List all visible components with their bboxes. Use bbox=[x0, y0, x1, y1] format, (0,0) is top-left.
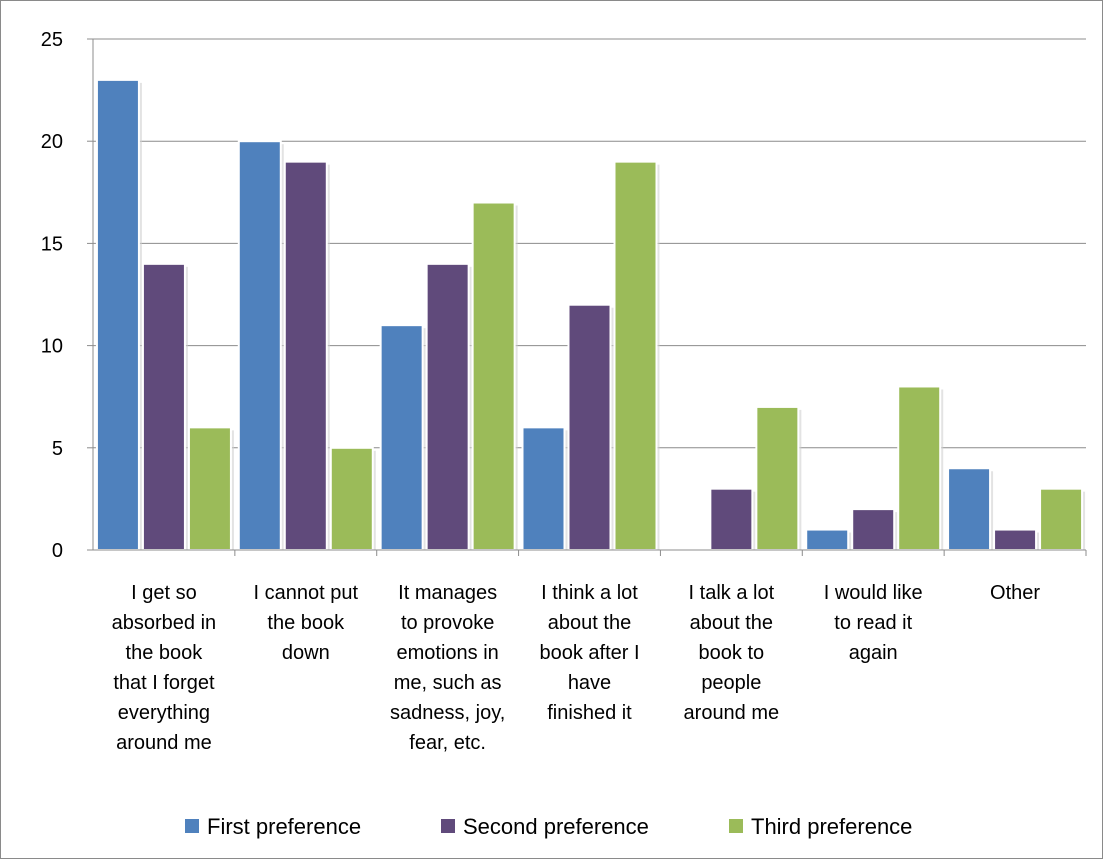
bar bbox=[567, 303, 612, 551]
category-label: I cannot put the book down bbox=[254, 582, 359, 664]
category-label: I get so absorbed in the book that I forget… bbox=[112, 582, 217, 754]
category-label-line: I would like bbox=[824, 582, 923, 604]
y-tick-label: 10 bbox=[41, 336, 63, 358]
bar bbox=[425, 262, 470, 551]
category-label-line: book after I bbox=[539, 642, 639, 664]
category-label-line: about the bbox=[690, 612, 773, 634]
bar bbox=[1039, 487, 1084, 551]
bar bbox=[897, 385, 942, 552]
legend-label: First preference bbox=[207, 814, 361, 839]
category-label-line: sadness, joy, bbox=[390, 702, 505, 724]
y-tick-label: 20 bbox=[41, 131, 63, 153]
category-label-line: again bbox=[849, 642, 898, 664]
legend-swatch bbox=[729, 819, 743, 833]
category-labels: I get so absorbed in the book that I forget… bbox=[112, 582, 1041, 754]
category-label-line: absorbed in bbox=[112, 612, 217, 634]
bar bbox=[95, 78, 140, 551]
bar bbox=[329, 446, 374, 551]
y-tick-label: 0 bbox=[52, 540, 63, 562]
bars bbox=[95, 78, 1086, 552]
bar bbox=[805, 528, 850, 551]
bar bbox=[613, 160, 658, 551]
category-label: I would like to read it again bbox=[824, 582, 923, 664]
legend: First preference Second preference Third p… bbox=[185, 814, 912, 839]
category-label-line: that I forget bbox=[113, 672, 215, 694]
bar bbox=[187, 426, 232, 551]
bar bbox=[141, 262, 186, 551]
category-label: I talk a lot about the book to people around… bbox=[684, 582, 780, 724]
category-label-line: fear, etc. bbox=[409, 732, 486, 754]
category-label-line: people bbox=[701, 672, 761, 694]
bar bbox=[471, 201, 516, 552]
category-label-line: emotions in bbox=[397, 642, 499, 664]
category-label-line: down bbox=[282, 642, 330, 664]
category-label: Other bbox=[990, 582, 1040, 604]
y-axis-ticks: 0 5 10 15 20 25 bbox=[41, 29, 93, 562]
legend-label: Third preference bbox=[751, 814, 912, 839]
bar bbox=[947, 467, 992, 551]
category-label-line: I talk a lot bbox=[689, 582, 775, 604]
category-label-line: Other bbox=[990, 582, 1040, 604]
legend-swatch bbox=[185, 819, 199, 833]
category-label-line: It manages bbox=[398, 582, 497, 604]
category-label: I think a lot about the book after I have fi… bbox=[539, 582, 639, 724]
y-tick-label: 15 bbox=[41, 233, 63, 255]
category-label-line: finished it bbox=[547, 702, 632, 724]
category-label-line: around me bbox=[116, 732, 212, 754]
category-label-line: I think a lot bbox=[541, 582, 638, 604]
legend-label: Second preference bbox=[463, 814, 649, 839]
bar bbox=[709, 487, 754, 551]
category-label-line: around me bbox=[684, 702, 780, 724]
bar bbox=[521, 426, 566, 551]
category-label-line: about the bbox=[548, 612, 631, 634]
bar bbox=[283, 160, 328, 551]
legend-swatch bbox=[441, 819, 455, 833]
bar bbox=[851, 508, 896, 551]
bar bbox=[993, 528, 1038, 551]
bar bbox=[755, 405, 800, 552]
category-label-line: to read it bbox=[834, 612, 912, 634]
category-label-line: have bbox=[568, 672, 611, 694]
category-label: It manages to provoke emotions in me, such … bbox=[390, 582, 505, 754]
category-label-line: me, such as bbox=[394, 672, 502, 694]
category-label-line: the book bbox=[126, 642, 204, 664]
category-label-line: I get so bbox=[131, 582, 197, 604]
bar bbox=[379, 324, 424, 551]
category-label-line: book to bbox=[699, 642, 765, 664]
x-axis bbox=[92, 39, 1087, 556]
y-tick-label: 25 bbox=[41, 29, 63, 51]
category-label-line: I cannot put bbox=[254, 582, 359, 604]
y-tick-label: 5 bbox=[52, 438, 63, 460]
bar bbox=[237, 140, 282, 551]
category-label-line: to provoke bbox=[401, 612, 494, 634]
category-label-line: the book bbox=[267, 612, 345, 634]
category-label-line: everything bbox=[118, 702, 210, 724]
